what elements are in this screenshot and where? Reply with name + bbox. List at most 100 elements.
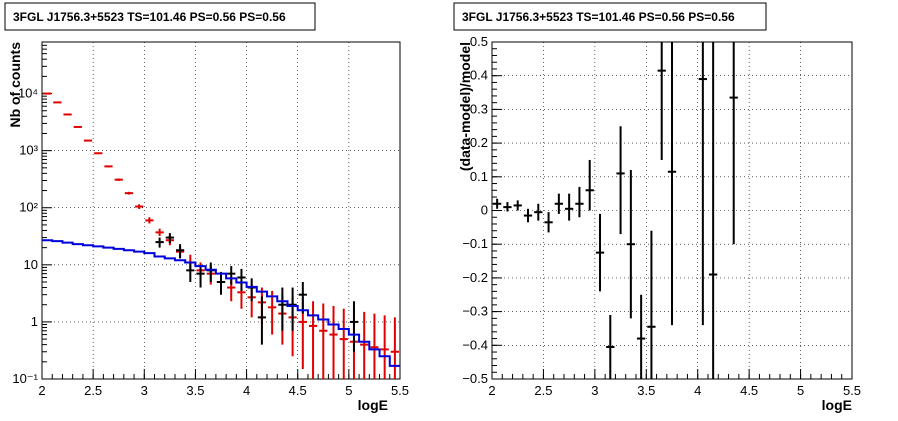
counts-x-tick-label: 2 [38,383,45,398]
residuals-series-0-point [637,294,646,379]
counts-x-tick-label: 3.5 [186,383,204,398]
counts-series-0-point [53,101,62,104]
counts-series-0-point [370,313,379,379]
counts-series-0-point [380,315,389,379]
residuals-series-0-point [534,203,543,221]
counts-series-1-point [237,268,246,291]
counts-series-0-point [268,290,277,335]
counts-model-step-line [42,239,400,367]
counts-series-1-point [298,282,307,314]
residuals-x-tick-label: 2.5 [534,383,552,398]
residuals-x-tick-label: 3.5 [637,383,655,398]
counts-x-tick-label: 4.5 [289,383,307,398]
residuals-y-tick-label: −0.5 [462,371,488,386]
counts-series-1-point [196,264,205,288]
counts-series-0-point [83,139,93,142]
residuals-y-tick-label: −0.1 [462,236,488,251]
residuals-series-0-point [657,42,666,160]
counts-y-tick-label: 10² [19,200,38,215]
counts-y-tick-label: 10 [24,257,38,272]
counts-series-1-point [175,244,185,259]
residuals-title: 3FGL J1756.3+5523 TS=101.46 PS=0.56 PS=0… [462,10,735,24]
counts-x-tick-label: 5 [345,383,352,398]
residuals-series-0-point [729,42,738,245]
residuals-series-0-point [493,198,502,209]
residuals-x-tick-label: 3 [591,383,598,398]
residuals-series-0-point [544,212,553,233]
counts-y-axis-label: Nb of counts [7,42,23,128]
counts-x-tick-label: 5.5 [391,383,409,398]
residuals-x-tick-label: 2 [488,383,495,398]
counts-series-1-point [165,233,174,244]
residuals-x-tick-label: 4.5 [740,383,758,398]
counts-series-0-point [43,92,52,95]
residuals-plot-area: 2 2.5 3 3.5 4 4.5 5 5.5 −0.5 −0.4 −0.3 −0.2 −0.1 0 0.1… [462,34,861,398]
counts-series-1-point [278,287,287,331]
residuals-series-0-point [616,126,625,235]
counts-series-0-point [124,191,134,195]
residuals-y-tick-label: 0.2 [470,135,488,150]
residuals-series-0-point [513,200,522,211]
counts-series-1-point [216,271,226,295]
residuals-title-box [453,2,767,31]
residuals-series-0-point [585,159,594,211]
counts-series-0-point [155,228,164,236]
counts-series-0-point [390,317,399,379]
counts-series-0-point [329,305,338,379]
counts-plot-area: 2 2.5 3 3.5 4 4.5 5 5.5 10⁻¹ 1 10 10² 10³ 10⁴ [12,41,409,398]
counts-series-0-point [104,165,113,168]
counts-y-tick-label: 10⁴ [18,86,38,101]
counts-series-0-point [145,217,154,224]
residuals-series-0-point [575,186,584,218]
counts-title-box [4,2,316,31]
residuals-y-tick-label: 0.3 [470,101,488,116]
counts-series-0-point [339,308,348,379]
counts-y-tick-label: 10⁻¹ [12,371,38,386]
residuals-y-tick-label: 0 [481,203,488,218]
counts-series-0-point [360,311,369,379]
counts-series-1-point [349,301,359,352]
residuals-series-0-point [606,314,615,379]
residuals-panel: 3FGL J1756.3+5523 TS=101.46 PS=0.56 PS=0… [453,2,861,413]
residuals-x-tick-label: 5.5 [843,383,861,398]
counts-series-0-point [63,113,72,116]
residuals-y-tick-label: 0.5 [470,34,488,49]
residuals-series-0-point [565,193,574,221]
counts-x-tick-label: 2.5 [84,383,102,398]
residuals-series-0-point [595,213,605,292]
residuals-y-tick-label: −0.2 [462,270,488,285]
counts-title: 3FGL J1756.3+5523 TS=101.46 PS=0.56 PS=0… [13,10,286,24]
residuals-y-tick-label: 0.1 [470,169,488,184]
counts-series-1-point [227,266,236,285]
residuals-series-0-point [554,193,563,214]
residuals-series-0-point [523,208,533,223]
counts-series-0-point [319,303,328,379]
counts-series-0-point [308,301,318,379]
counts-series-1-point [186,262,195,283]
residuals-y-tick-label: 0.4 [470,68,488,83]
residuals-series-0-point [503,202,512,212]
counts-series-0-point [73,125,82,128]
counts-series-1-point [155,237,164,248]
counts-series-1-point [288,287,297,331]
residuals-series-0-point [698,42,707,326]
counts-x-axis-label: logE [358,397,388,413]
residuals-series-0-point [709,42,718,379]
counts-series-0-point [94,152,103,155]
residuals-y-axis-label: (data-model)/model [457,42,473,171]
residuals-x-axis-label: logE [822,397,852,413]
counts-x-tick-label: 4 [243,383,250,398]
residuals-series-0-point [647,230,656,379]
counts-series-0-point [114,178,123,181]
residuals-y-tick-label: −0.4 [462,337,488,352]
counts-series-1-point [257,296,267,345]
counts-y-tick-label: 1 [31,314,38,329]
residuals-x-tick-label: 5 [797,383,804,398]
counts-panel: 3FGL J1756.3+5523 TS=101.46 PS=0.56 PS=0… [4,2,409,413]
residuals-x-tick-label: 4 [694,383,701,398]
counts-series-1-point [206,262,215,283]
counts-x-tick-label: 3 [141,383,148,398]
counts-y-tick-label: 10³ [19,143,38,158]
residuals-y-tick-label: −0.3 [462,304,488,319]
